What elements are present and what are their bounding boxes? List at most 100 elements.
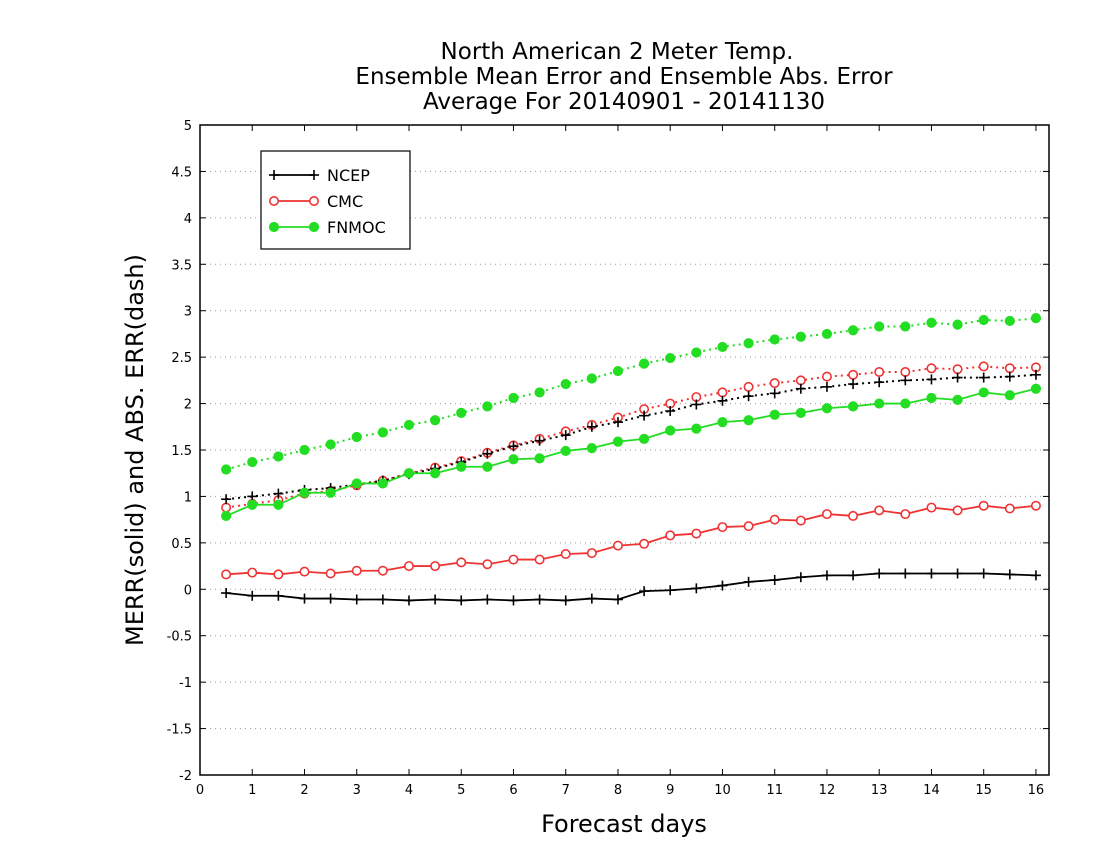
cmc-abs-error-point xyxy=(1004,363,1015,374)
legend-marker xyxy=(308,221,320,233)
ncep-mean-error-point xyxy=(586,593,597,604)
fnmoc-mean-error-point xyxy=(456,461,467,472)
fnmoc-abs-error-point xyxy=(430,415,441,426)
cmc-mean-error-point xyxy=(377,565,388,576)
fnmoc-mean-error-point xyxy=(560,445,571,457)
fnmoc-abs-error-point xyxy=(456,407,467,418)
fnmoc-abs-error-point xyxy=(638,358,650,369)
y-tick-label: 3.5 xyxy=(171,258,192,273)
ncep-mean-error-point xyxy=(1004,569,1015,580)
cmc-mean-error-point xyxy=(430,561,441,572)
cmc-mean-error-point xyxy=(639,538,650,549)
cmc-mean-error-point xyxy=(691,528,702,539)
y-tick-label: -1.5 xyxy=(167,723,192,738)
fnmoc-abs-error-point xyxy=(612,365,624,377)
legend-marker xyxy=(308,196,319,207)
y-tick-label: 4.5 xyxy=(171,165,192,180)
cmc-mean-error-point xyxy=(769,514,780,525)
cmc-abs-error-point xyxy=(717,387,728,398)
fnmoc-mean-error-point xyxy=(874,398,885,409)
cmc-mean-error-point xyxy=(299,566,310,577)
ncep-mean-error-point xyxy=(560,595,571,606)
cmc-mean-error-point xyxy=(717,522,728,533)
x-tick-label: 13 xyxy=(871,783,888,798)
fnmoc-abs-error-point xyxy=(847,325,859,336)
ncep-abs-error-point xyxy=(952,372,963,383)
ncep-mean-error-point xyxy=(221,588,232,598)
x-tick-label: 7 xyxy=(562,783,570,798)
x-tick-label: 0 xyxy=(196,783,204,798)
cmc-mean-error-point xyxy=(821,509,832,520)
fnmoc-abs-error-line xyxy=(225,317,1037,471)
ncep-mean-error-point xyxy=(926,568,937,579)
ncep-abs-error-point xyxy=(743,391,754,402)
fnmoc-abs-error-point xyxy=(769,334,780,345)
ncep-mean-error-point xyxy=(795,572,806,583)
fnmoc-abs-error-point xyxy=(978,314,989,326)
cmc-mean-error-point xyxy=(403,561,414,572)
ncep-mean-error-point xyxy=(273,590,284,601)
ncep-abs-error-point xyxy=(821,381,832,392)
ncep-abs-error-point xyxy=(221,494,232,505)
x-tick-label: 2 xyxy=(300,783,308,798)
fnmoc-abs-error-point xyxy=(403,419,415,431)
fnmoc-mean-error-point xyxy=(221,510,232,522)
ncep-abs-error-point xyxy=(665,406,676,416)
fnmoc-abs-error-point xyxy=(221,464,232,475)
fnmoc-mean-error-point xyxy=(978,387,989,398)
y-tick-label: 4 xyxy=(184,212,192,227)
ncep-abs-error-point xyxy=(586,421,597,432)
cmc-mean-error-point xyxy=(508,554,519,565)
ncep-abs-error-point xyxy=(691,399,702,410)
ncep-mean-error-point xyxy=(430,594,441,605)
cmc-mean-error-point xyxy=(900,509,911,520)
cmc-abs-error-point xyxy=(221,502,232,513)
ncep-abs-error-point xyxy=(978,372,989,383)
ncep-mean-error-point xyxy=(769,575,780,585)
ncep-mean-error-point xyxy=(299,593,310,604)
fnmoc-abs-error-point xyxy=(717,341,728,353)
ncep-mean-error-point xyxy=(848,570,859,581)
fnmoc-mean-error-point xyxy=(482,461,493,472)
cmc-mean-error-point xyxy=(221,569,232,580)
ncep-abs-error-point xyxy=(508,441,519,452)
y-tick-label: 0.5 xyxy=(171,537,192,552)
fnmoc-abs-error-point xyxy=(508,392,519,404)
ncep-abs-error-line xyxy=(226,373,1037,501)
ncep-abs-error-point xyxy=(534,435,545,446)
cmc-mean-error-point xyxy=(1004,503,1015,514)
legend-marker xyxy=(269,170,279,180)
cmc-mean-error-point xyxy=(351,565,362,576)
ncep-abs-error-point xyxy=(273,488,284,499)
ncep-mean-error-point xyxy=(691,583,702,594)
cmc-abs-error-point xyxy=(952,364,963,375)
fnmoc-abs-error-point xyxy=(665,352,676,364)
cmc-abs-error-point xyxy=(900,366,911,377)
y-tick-label: 2.5 xyxy=(171,351,192,366)
ncep-abs-error-point xyxy=(874,377,885,388)
y-tick-label: -0.5 xyxy=(167,630,192,645)
cmc-abs-error-point xyxy=(769,378,780,389)
fnmoc-mean-error-point xyxy=(247,499,258,510)
legend-label: NCEP xyxy=(327,166,370,185)
x-tick-label: 8 xyxy=(614,783,622,798)
fnmoc-mean-error-point xyxy=(717,417,728,428)
ncep-mean-error-point xyxy=(482,594,493,605)
fnmoc-abs-error-point xyxy=(795,331,806,342)
fnmoc-mean-error-point xyxy=(273,499,284,510)
fnmoc-abs-error-point xyxy=(586,373,597,384)
cmc-mean-error-point xyxy=(560,548,571,559)
y-tick-label: 3 xyxy=(184,305,192,320)
fnmoc-mean-error-point xyxy=(325,487,336,498)
fnmoc-mean-error-point xyxy=(299,487,310,498)
ncep-abs-error-point xyxy=(639,410,650,421)
x-tick-label: 1 xyxy=(248,783,256,798)
legend-marker xyxy=(268,221,280,233)
legend-label: FNMOC xyxy=(327,218,386,237)
ncep-mean-error-point xyxy=(247,590,258,601)
ncep-abs-error-point xyxy=(560,430,571,441)
cmc-mean-error-point xyxy=(795,515,806,526)
fnmoc-mean-error-point xyxy=(351,478,362,489)
cmc-mean-error-point xyxy=(534,554,545,565)
legend-marker xyxy=(309,170,319,180)
